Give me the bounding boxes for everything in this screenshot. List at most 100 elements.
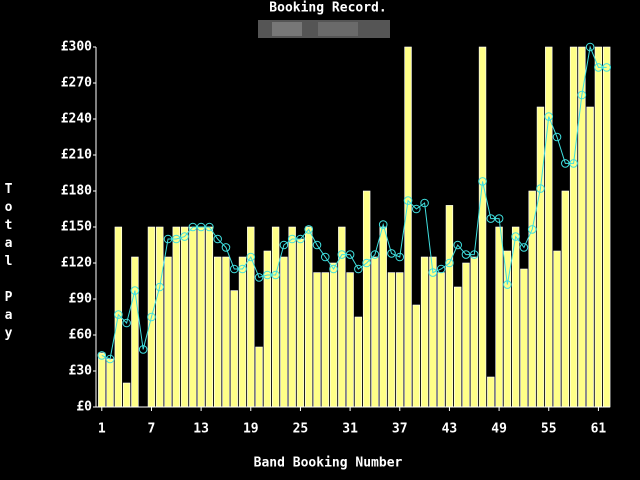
- point: [221, 243, 231, 252]
- point: [180, 232, 189, 241]
- point: [569, 159, 578, 168]
- bar: [131, 256, 139, 408]
- bar: [156, 226, 164, 408]
- bar: [561, 190, 569, 408]
- bar: [478, 46, 487, 408]
- point: [205, 222, 214, 232]
- y-tick-label: £300: [61, 40, 92, 55]
- point: [188, 222, 198, 232]
- point: [370, 250, 380, 259]
- y-tick-label: £120: [61, 256, 92, 271]
- point: [345, 250, 355, 259]
- y-tick-label: £0: [76, 400, 92, 415]
- bar: [263, 250, 272, 408]
- bar: [98, 352, 106, 408]
- bar: [230, 290, 238, 408]
- bar: [122, 382, 131, 408]
- x-tick-label: 25: [293, 422, 309, 437]
- bar: [462, 262, 470, 408]
- point: [428, 268, 438, 277]
- x-tick-label: 61: [591, 422, 607, 437]
- point: [387, 249, 396, 258]
- point: [246, 252, 256, 262]
- point: [287, 234, 297, 244]
- bar: [205, 226, 214, 408]
- point: [329, 264, 338, 274]
- point: [229, 264, 239, 274]
- point: [163, 234, 173, 244]
- point: [445, 258, 454, 268]
- point: [461, 250, 471, 259]
- point: [171, 234, 181, 244]
- bar: [305, 226, 313, 408]
- point: [494, 214, 504, 223]
- point: [511, 232, 520, 241]
- point: [155, 282, 165, 292]
- x-tick-label: 7: [148, 422, 156, 437]
- point: [544, 112, 554, 121]
- point: [378, 220, 388, 229]
- x-tick-label: 19: [243, 422, 259, 437]
- point: [519, 243, 529, 252]
- bar: [578, 46, 586, 408]
- bar: [454, 286, 462, 408]
- y-tick-label: £150: [61, 220, 92, 235]
- bar: [213, 256, 222, 408]
- bar: [594, 46, 603, 408]
- bar: [296, 238, 305, 408]
- point: [453, 240, 463, 250]
- x-tick-label: 31: [342, 422, 358, 437]
- bar: [106, 358, 114, 408]
- y-axis-label: Total Pay: [1, 182, 16, 344]
- bar: [420, 256, 429, 408]
- point: [138, 345, 148, 354]
- point: [122, 318, 131, 328]
- point: [213, 234, 222, 244]
- point: [130, 286, 140, 295]
- bar: [511, 226, 520, 408]
- bar: [338, 226, 346, 408]
- point: [420, 198, 429, 208]
- bar: [445, 205, 454, 408]
- y-tick-label: £240: [61, 112, 92, 127]
- point: [196, 222, 206, 232]
- bar: [429, 256, 437, 408]
- bar: [412, 304, 421, 408]
- bar: [346, 272, 354, 408]
- x-tick-label: 55: [541, 422, 557, 437]
- point: [536, 184, 545, 193]
- point: [312, 240, 322, 250]
- bar: [321, 272, 329, 408]
- bar: [396, 272, 404, 408]
- bar: [404, 46, 412, 408]
- point: [271, 270, 280, 280]
- bar: [487, 376, 495, 408]
- x-tick-label: 37: [392, 422, 408, 437]
- point: [238, 264, 247, 274]
- bar: [553, 250, 561, 408]
- line: [101, 45, 607, 360]
- x-tick-label: 13: [193, 422, 209, 437]
- bar: [172, 226, 180, 408]
- point: [105, 354, 115, 364]
- point: [577, 90, 587, 100]
- point: [503, 280, 512, 289]
- bar: [379, 226, 387, 408]
- bar: [470, 256, 478, 408]
- bar: [586, 106, 594, 408]
- y-tick-label: £210: [61, 148, 92, 163]
- bar: [164, 256, 172, 408]
- point: [320, 252, 330, 262]
- x-tick-label: 49: [491, 422, 507, 437]
- point: [602, 63, 611, 72]
- bar: [602, 46, 611, 408]
- bar: [238, 256, 247, 408]
- point: [469, 250, 479, 259]
- point: [594, 63, 603, 72]
- point: [527, 225, 537, 234]
- point: [486, 214, 496, 223]
- point: [403, 196, 413, 205]
- point: [296, 234, 305, 244]
- point: [263, 270, 272, 280]
